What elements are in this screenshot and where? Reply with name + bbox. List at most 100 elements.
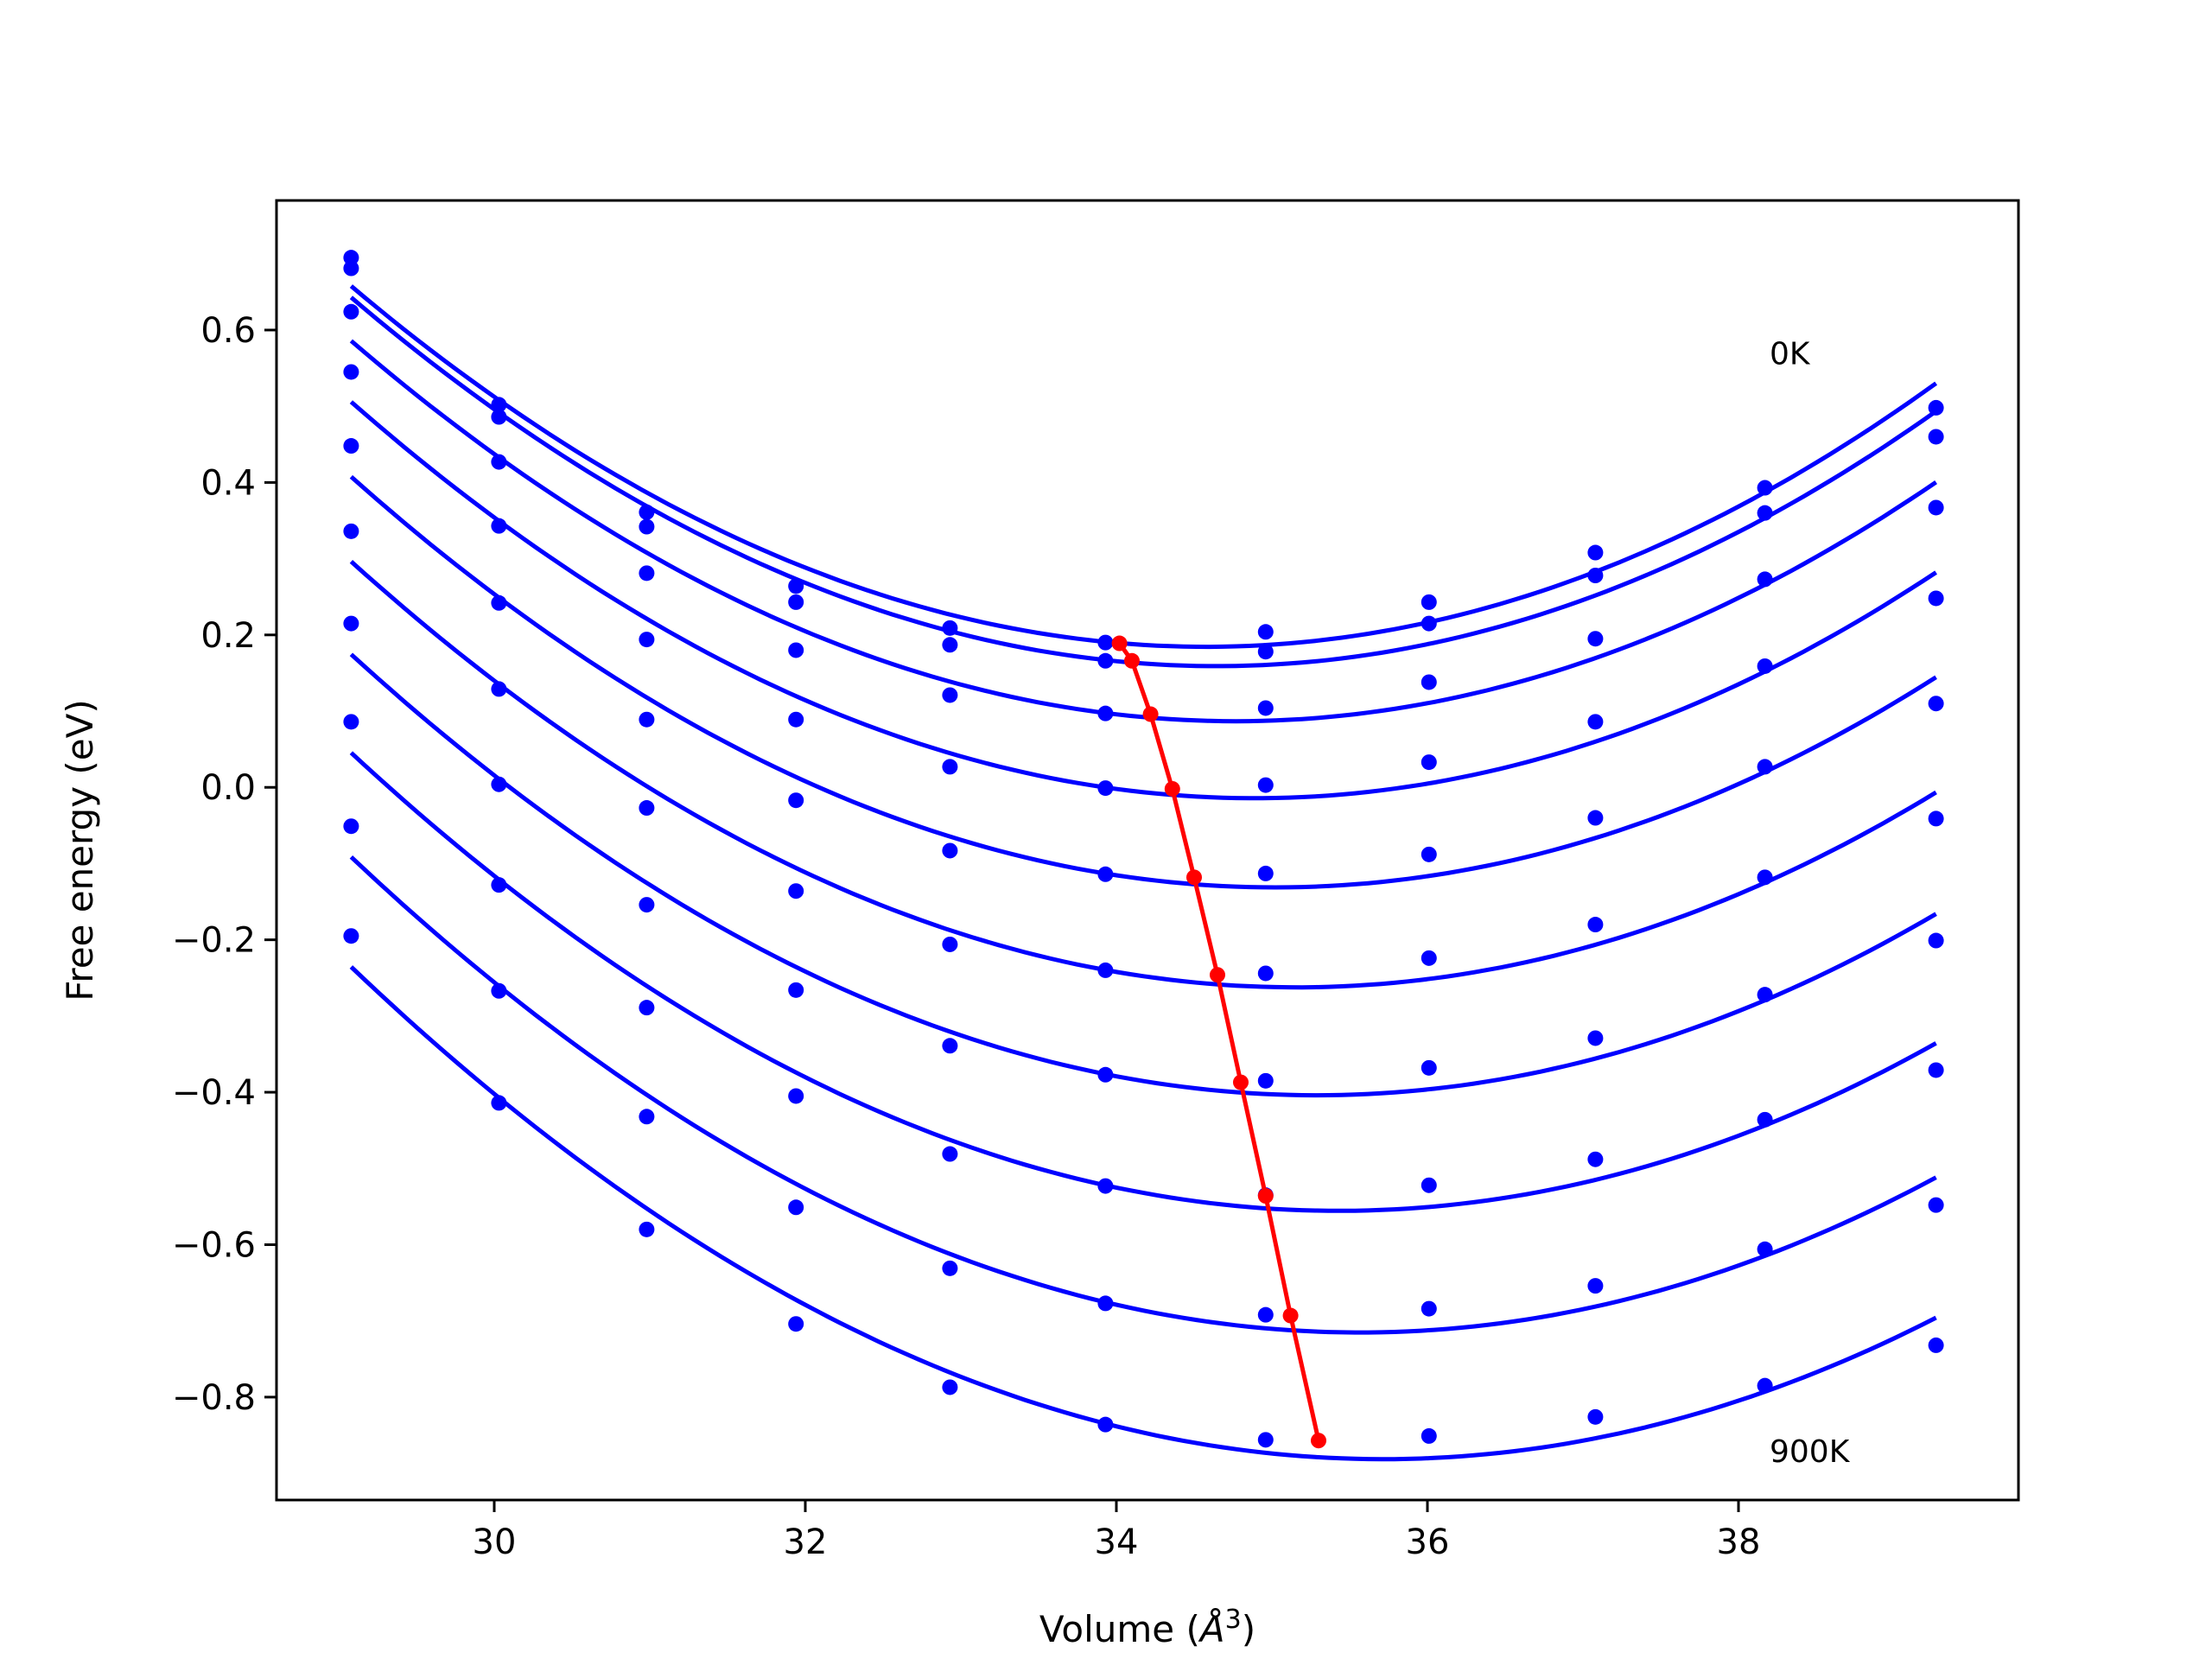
series-point-5-5 — [1097, 962, 1114, 978]
series-point-6-3 — [788, 982, 804, 998]
minima-point-2 — [1142, 706, 1159, 722]
minima-line — [1117, 642, 1321, 1441]
series-point-8-10 — [1928, 1197, 1944, 1213]
series-line-9 — [349, 965, 1937, 1462]
series-point-4-6 — [1257, 865, 1274, 881]
series-line-4 — [349, 474, 1937, 890]
series-line-0 — [349, 284, 1938, 650]
series-point-8-7 — [1421, 1300, 1437, 1317]
series-point-7-1 — [491, 877, 507, 893]
series-point-4-10 — [1928, 696, 1944, 712]
series-point-7-9 — [1757, 1111, 1773, 1128]
series-point-6-8 — [1587, 1030, 1604, 1046]
x-tick-label-2: 34 — [1095, 1522, 1139, 1562]
annotations-layer: 0K 900K — [1770, 337, 1851, 1470]
series-point-4-2 — [639, 711, 655, 728]
series-point-7-8 — [1587, 1151, 1604, 1167]
series-line-3 — [349, 400, 1937, 801]
series-point-5-4 — [942, 936, 958, 952]
y-tick-label-0: 0.6 — [200, 311, 256, 351]
y-tick-label-1: 0.4 — [200, 463, 256, 503]
series-point-6-0 — [343, 615, 359, 632]
series-point-8-3 — [788, 1199, 804, 1216]
series-point-6-5 — [1097, 1066, 1114, 1083]
series-point-9-1 — [491, 1095, 507, 1111]
series-point-2-1 — [491, 454, 507, 470]
series-point-8-2 — [639, 1109, 655, 1125]
series-point-8-9 — [1757, 1241, 1773, 1257]
series-line-5 — [349, 560, 1937, 990]
series-point-3-9 — [1757, 658, 1773, 674]
series-point-4-3 — [788, 792, 804, 809]
y-tick-label-6: −0.6 — [172, 1225, 256, 1265]
series-point-4-1 — [491, 594, 507, 611]
minima-point-3 — [1164, 780, 1180, 797]
minima-point-7 — [1257, 1188, 1274, 1205]
series-point-5-9 — [1757, 869, 1773, 886]
minima-point-1 — [1124, 652, 1140, 669]
series-point-3-0 — [343, 364, 359, 380]
y-axis-label: Free energy (eV) — [59, 699, 101, 1001]
series-point-1-0 — [343, 260, 359, 276]
series-point-6-2 — [639, 897, 655, 913]
y-tick-label-5: −0.4 — [172, 1073, 256, 1113]
series-point-2-6 — [1257, 700, 1274, 716]
series-point-9-0 — [343, 928, 359, 944]
series-point-1-2 — [639, 518, 655, 535]
series-point-1-10 — [1928, 429, 1944, 445]
series-point-2-7 — [1421, 674, 1437, 690]
x-axis-label: Volume (Å3) — [1039, 1605, 1255, 1650]
series-point-7-2 — [639, 1000, 655, 1016]
series-point-4-4 — [942, 842, 958, 859]
series-point-6-10 — [1928, 932, 1944, 949]
series-point-9-6 — [1257, 1432, 1274, 1448]
series-point-2-8 — [1587, 631, 1604, 647]
series-point-1-6 — [1257, 644, 1274, 660]
minima-point-6 — [1233, 1074, 1249, 1090]
series-point-1-1 — [491, 409, 507, 425]
y-tick-label-7: −0.8 — [172, 1378, 256, 1418]
series-point-8-1 — [491, 982, 507, 999]
series-point-4-0 — [343, 438, 359, 454]
minima-point-5 — [1210, 967, 1225, 983]
series-point-1-5 — [1097, 652, 1114, 669]
series-point-0-6 — [1257, 624, 1274, 640]
series-point-4-5 — [1097, 866, 1114, 882]
series-point-0-7 — [1421, 594, 1437, 610]
series-point-0-8 — [1587, 544, 1604, 561]
series-line-7 — [349, 751, 1937, 1213]
series-point-1-8 — [1587, 567, 1604, 583]
series-point-3-2 — [639, 632, 655, 648]
y-tick-label-4: −0.2 — [172, 921, 256, 961]
minima-layer — [1111, 635, 1326, 1449]
series-point-1-3 — [788, 594, 804, 610]
plot-frame — [275, 199, 2020, 1502]
series-line-6 — [349, 652, 1937, 1098]
series-point-4-7 — [1421, 846, 1437, 862]
curves-layer — [343, 250, 1944, 1462]
series-point-2-4 — [942, 687, 958, 703]
series-point-3-7 — [1421, 754, 1437, 771]
series-point-8-5 — [1097, 1295, 1114, 1312]
series-point-7-5 — [1097, 1178, 1114, 1194]
series-point-3-5 — [1097, 780, 1114, 797]
series-point-6-6 — [1257, 1072, 1274, 1089]
x-tick-label-0: 30 — [473, 1522, 517, 1562]
series-line-8 — [349, 855, 1937, 1335]
series-point-8-8 — [1587, 1278, 1604, 1294]
series-point-9-2 — [639, 1221, 655, 1237]
series-point-9-4 — [942, 1379, 958, 1395]
series-point-6-1 — [491, 776, 507, 792]
series-point-9-9 — [1757, 1377, 1773, 1394]
series-point-5-7 — [1421, 950, 1437, 966]
series-point-0-0 — [343, 250, 359, 266]
series-point-9-10 — [1928, 1337, 1944, 1353]
series-point-9-8 — [1587, 1408, 1604, 1425]
series-point-4-8 — [1587, 810, 1604, 826]
x-tick-label-3: 36 — [1406, 1522, 1450, 1562]
series-point-3-1 — [491, 518, 507, 534]
series-point-7-3 — [788, 1088, 804, 1104]
series-point-1-4 — [942, 637, 958, 653]
minima-point-8 — [1282, 1307, 1299, 1324]
series-point-5-2 — [639, 800, 655, 817]
